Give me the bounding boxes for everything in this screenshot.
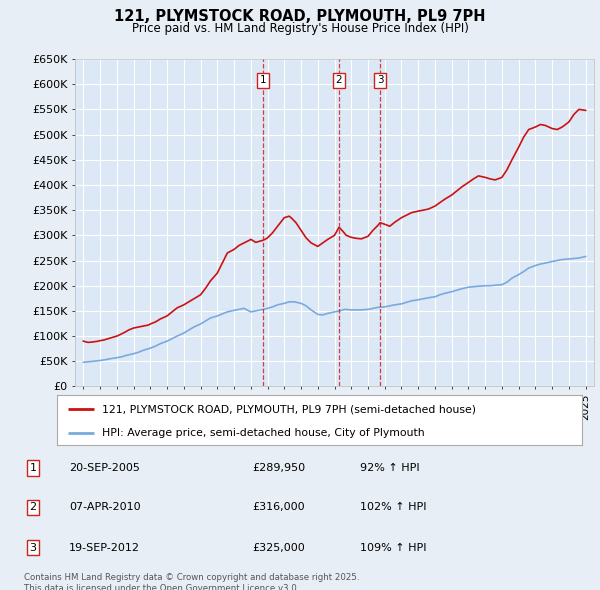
Text: 19-SEP-2012: 19-SEP-2012 (69, 543, 140, 552)
Text: 1: 1 (260, 75, 266, 85)
Text: 3: 3 (377, 75, 383, 85)
Text: Price paid vs. HM Land Registry's House Price Index (HPI): Price paid vs. HM Land Registry's House … (131, 22, 469, 35)
Text: 20-SEP-2005: 20-SEP-2005 (69, 463, 140, 473)
Text: £316,000: £316,000 (252, 503, 305, 512)
Text: 102% ↑ HPI: 102% ↑ HPI (360, 503, 427, 512)
Text: Contains HM Land Registry data © Crown copyright and database right 2025.
This d: Contains HM Land Registry data © Crown c… (24, 573, 359, 590)
Text: £325,000: £325,000 (252, 543, 305, 552)
Text: 2: 2 (29, 503, 37, 512)
Text: £289,950: £289,950 (252, 463, 305, 473)
Text: 2: 2 (336, 75, 343, 85)
Text: HPI: Average price, semi-detached house, City of Plymouth: HPI: Average price, semi-detached house,… (101, 428, 424, 438)
Text: 121, PLYMSTOCK ROAD, PLYMOUTH, PL9 7PH (semi-detached house): 121, PLYMSTOCK ROAD, PLYMOUTH, PL9 7PH (… (101, 404, 476, 414)
Text: 1: 1 (29, 463, 37, 473)
Text: 121, PLYMSTOCK ROAD, PLYMOUTH, PL9 7PH: 121, PLYMSTOCK ROAD, PLYMOUTH, PL9 7PH (114, 9, 486, 24)
Text: 3: 3 (29, 543, 37, 552)
Text: 109% ↑ HPI: 109% ↑ HPI (360, 543, 427, 552)
Text: 92% ↑ HPI: 92% ↑ HPI (360, 463, 419, 473)
Text: 07-APR-2010: 07-APR-2010 (69, 503, 140, 512)
